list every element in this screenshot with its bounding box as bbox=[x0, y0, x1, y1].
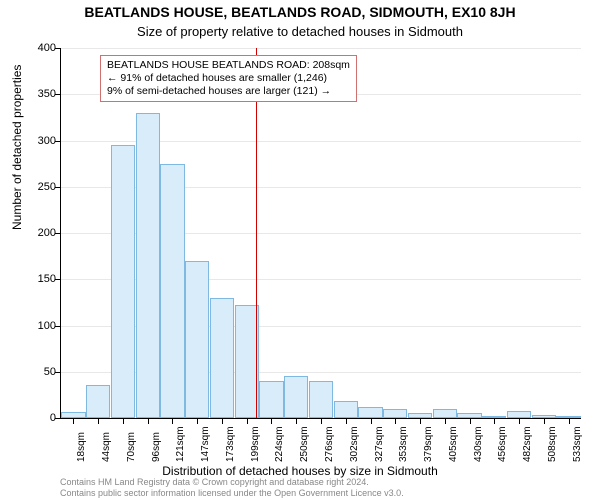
annotation-line: 9% of semi-detached houses are larger (1… bbox=[107, 85, 350, 98]
y-tick-label: 0 bbox=[26, 412, 56, 424]
histogram-bar bbox=[358, 407, 382, 418]
histogram-bar bbox=[433, 409, 457, 418]
x-tick-label: 533sqm bbox=[572, 426, 583, 462]
y-tick-label: 250 bbox=[26, 181, 56, 193]
x-tick bbox=[271, 418, 272, 424]
x-tick bbox=[73, 418, 74, 424]
x-tick bbox=[445, 418, 446, 424]
x-tick bbox=[148, 418, 149, 424]
y-tick-label: 150 bbox=[26, 273, 56, 285]
annotation-box: BEATLANDS HOUSE BEATLANDS ROAD: 208sqm← … bbox=[100, 55, 357, 102]
y-tick-label: 400 bbox=[26, 42, 56, 54]
footer-attribution: Contains HM Land Registry data © Crown c… bbox=[60, 477, 404, 498]
x-tick bbox=[247, 418, 248, 424]
histogram-bar bbox=[210, 298, 234, 418]
x-tick-label: 456sqm bbox=[497, 426, 508, 462]
histogram-bar bbox=[111, 145, 135, 418]
histogram-bar bbox=[259, 381, 283, 418]
chart-title-main: BEATLANDS HOUSE, BEATLANDS ROAD, SIDMOUT… bbox=[0, 4, 600, 20]
y-tick-label: 200 bbox=[26, 227, 56, 239]
x-tick-label: 327sqm bbox=[374, 426, 385, 462]
gridline bbox=[61, 48, 581, 49]
x-tick-label: 173sqm bbox=[225, 426, 236, 462]
x-tick bbox=[371, 418, 372, 424]
annotation-line: ← 91% of detached houses are smaller (1,… bbox=[107, 72, 350, 85]
x-tick-label: 147sqm bbox=[200, 426, 211, 462]
x-tick bbox=[98, 418, 99, 424]
x-tick-label: 96sqm bbox=[151, 432, 162, 462]
histogram-bar bbox=[86, 385, 110, 418]
x-tick-label: 508sqm bbox=[547, 426, 558, 462]
y-tick-label: 350 bbox=[26, 88, 56, 100]
histogram-bar bbox=[507, 411, 531, 418]
chart-plot-area bbox=[60, 48, 581, 419]
x-tick bbox=[569, 418, 570, 424]
x-tick bbox=[222, 418, 223, 424]
y-tick-label: 50 bbox=[26, 366, 56, 378]
histogram-bar bbox=[284, 376, 308, 418]
x-tick-label: 44sqm bbox=[101, 432, 112, 462]
x-tick-label: 482sqm bbox=[522, 426, 533, 462]
x-tick bbox=[519, 418, 520, 424]
x-tick bbox=[494, 418, 495, 424]
annotation-line: BEATLANDS HOUSE BEATLANDS ROAD: 208sqm bbox=[107, 59, 350, 72]
x-axis-label: Distribution of detached houses by size … bbox=[0, 464, 600, 478]
marker-line bbox=[256, 48, 257, 418]
x-tick bbox=[321, 418, 322, 424]
x-tick-label: 18sqm bbox=[76, 432, 87, 462]
x-tick-label: 199sqm bbox=[250, 426, 261, 462]
x-tick bbox=[346, 418, 347, 424]
x-tick-label: 379sqm bbox=[423, 426, 434, 462]
footer-line1: Contains HM Land Registry data © Crown c… bbox=[60, 477, 404, 487]
x-tick bbox=[197, 418, 198, 424]
x-tick-label: 276sqm bbox=[324, 426, 335, 462]
x-tick-label: 302sqm bbox=[349, 426, 360, 462]
y-tick-label: 100 bbox=[26, 320, 56, 332]
histogram-bar bbox=[185, 261, 209, 418]
x-tick-label: 70sqm bbox=[126, 432, 137, 462]
y-tick-label: 300 bbox=[26, 135, 56, 147]
x-tick bbox=[172, 418, 173, 424]
x-tick bbox=[470, 418, 471, 424]
x-tick bbox=[296, 418, 297, 424]
x-tick bbox=[420, 418, 421, 424]
x-tick-label: 405sqm bbox=[448, 426, 459, 462]
x-tick-label: 353sqm bbox=[398, 426, 409, 462]
x-tick bbox=[544, 418, 545, 424]
chart-title-sub: Size of property relative to detached ho… bbox=[0, 24, 600, 39]
histogram-bar bbox=[383, 409, 407, 418]
x-tick-label: 224sqm bbox=[274, 426, 285, 462]
x-tick bbox=[395, 418, 396, 424]
x-tick bbox=[123, 418, 124, 424]
x-tick-label: 430sqm bbox=[473, 426, 484, 462]
x-tick-label: 250sqm bbox=[299, 426, 310, 462]
y-axis-label: Number of detached properties bbox=[10, 65, 24, 230]
histogram-bar bbox=[160, 164, 184, 418]
footer-line2: Contains public sector information licen… bbox=[60, 488, 404, 498]
histogram-bar bbox=[136, 113, 160, 418]
histogram-bar bbox=[309, 381, 333, 418]
histogram-bar bbox=[334, 401, 358, 418]
x-tick-label: 121sqm bbox=[175, 426, 186, 462]
